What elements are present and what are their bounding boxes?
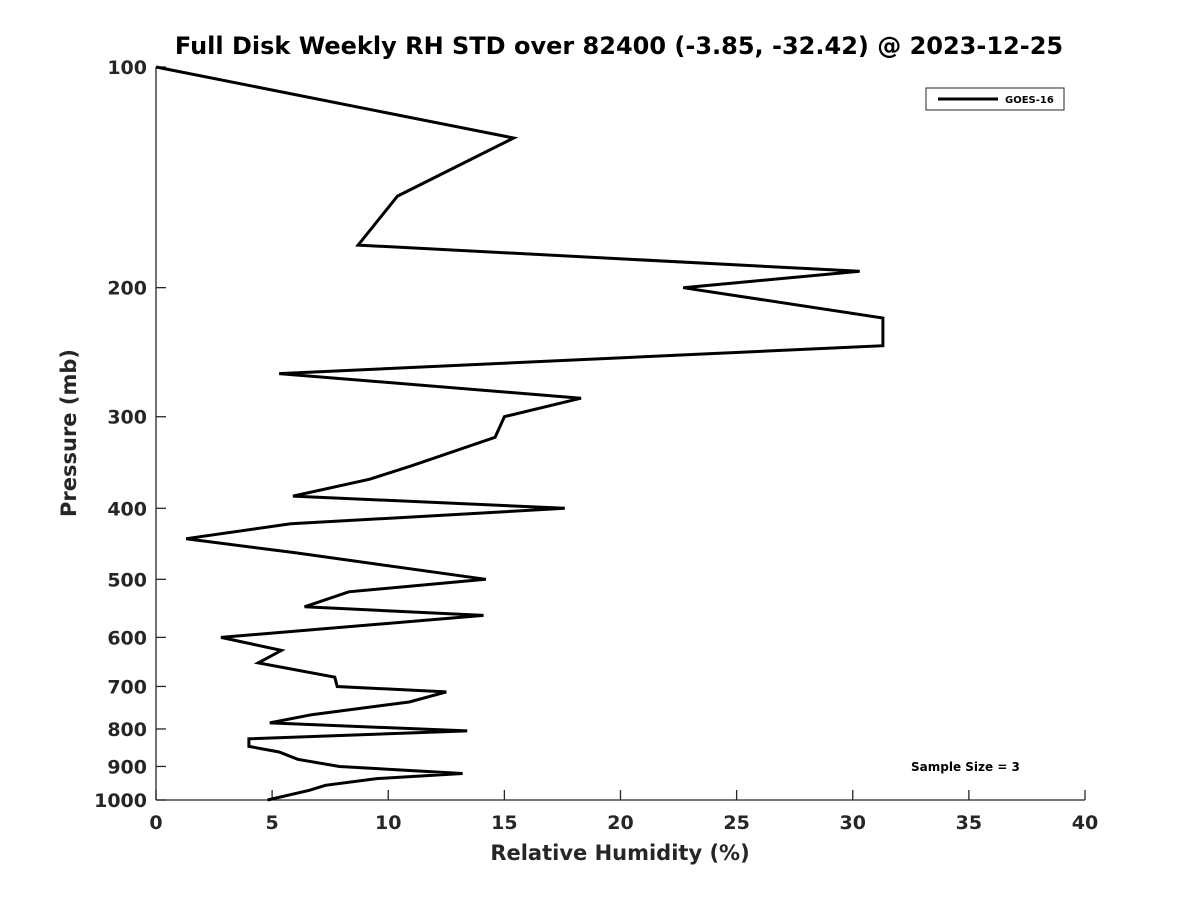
y-tick-label: 100 [107,57,147,79]
x-tick-label: 35 [956,812,982,834]
axes [155,67,1085,801]
series-line-goes-16 [155,65,885,802]
x-tick-label: 30 [840,812,866,834]
legend-label: GOES-16 [1005,95,1054,106]
y-tick-label: 800 [107,719,147,741]
sample-size-annotation: Sample Size = 3 [911,760,1020,774]
chart-title: Full Disk Weekly RH STD over 82400 (-3.8… [175,32,1063,60]
y-tick-label: 200 [107,278,147,300]
y-tick-label: 1000 [94,790,147,812]
x-tick-label: 10 [375,812,401,834]
y-tick-label: 700 [107,676,147,698]
y-tick-label: 300 [107,407,147,429]
x-tick-label: 25 [723,812,749,834]
x-axis-label: Relative Humidity (%) [490,841,749,865]
y-axis-label: Pressure (mb) [57,349,81,517]
x-tick-label: 0 [149,812,162,834]
y-tick-label: 500 [107,569,147,591]
x-tick-label: 5 [266,812,279,834]
y-tick-label: 400 [107,498,147,520]
x-tick-label: 40 [1072,812,1098,834]
x-ticks: 0 5 10 15 20 25 30 35 40 [149,790,1098,834]
legend: GOES-16 [925,87,1065,111]
x-tick-label: 15 [491,812,517,834]
y-tick-label: 900 [107,756,147,778]
y-ticks: 100 200 300 400 500 600 700 800 900 1000 [94,57,166,812]
x-tick-label: 20 [607,812,633,834]
y-tick-label: 600 [107,627,147,649]
